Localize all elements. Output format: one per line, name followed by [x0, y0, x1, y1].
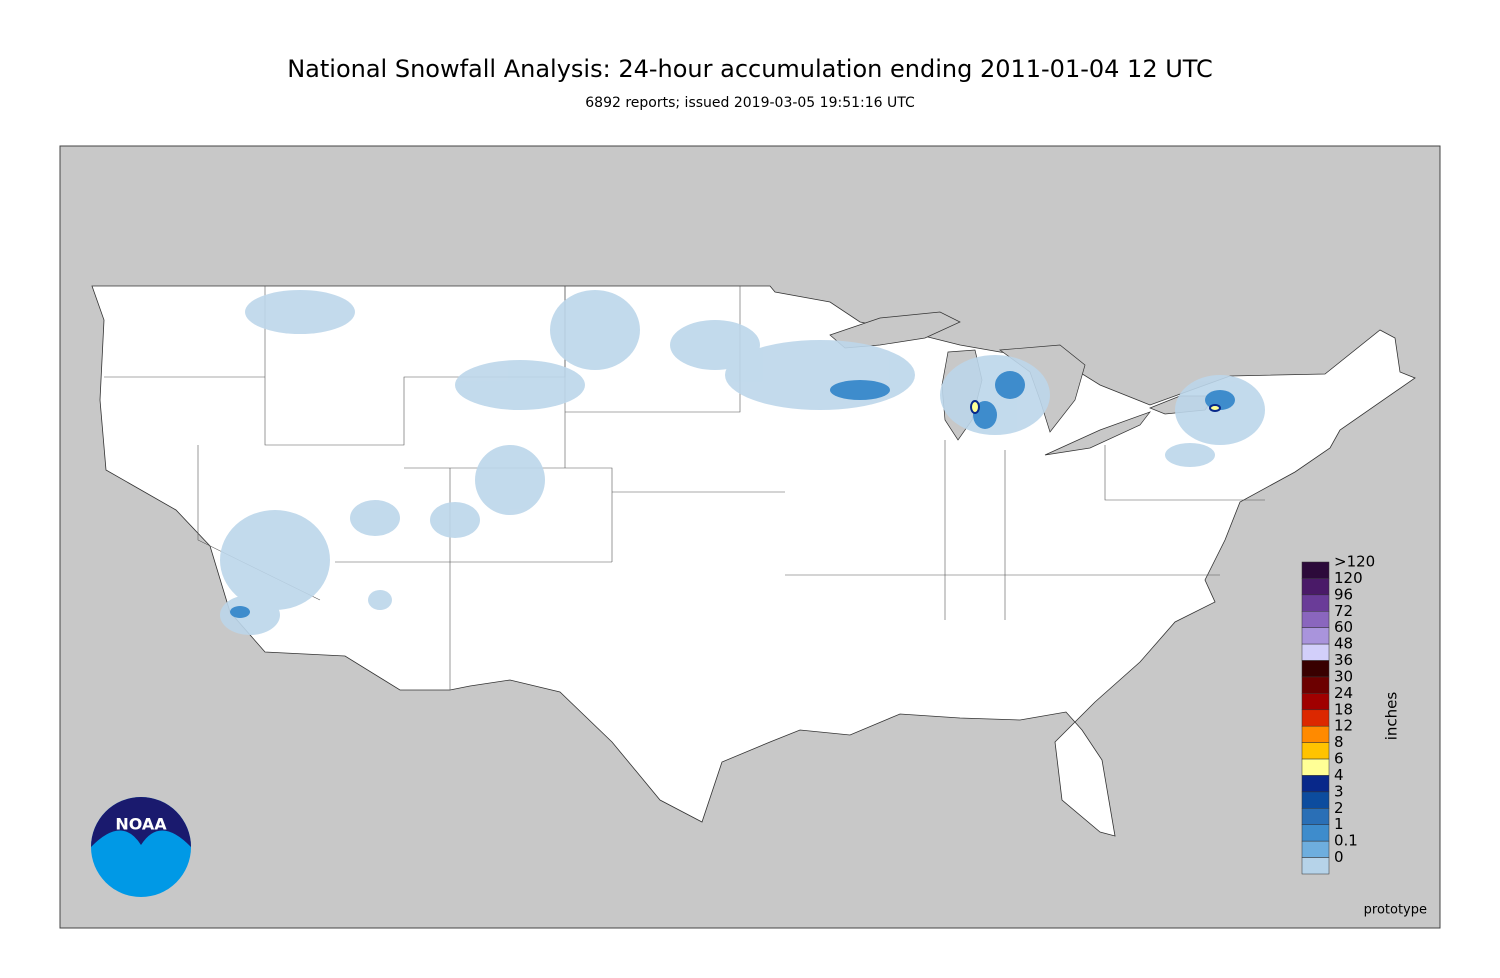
legend-swatch [1301, 824, 1330, 842]
noaa-logo: NOAA [91, 797, 191, 897]
legend-label: 30 [1334, 667, 1353, 685]
legend-swatch [1301, 742, 1330, 760]
snow-max [970, 400, 1221, 414]
legend-swatch [1301, 594, 1330, 612]
legend-label: 48 [1334, 635, 1353, 653]
snow-heavy [230, 371, 1235, 618]
legend-swatch [1301, 857, 1330, 875]
legend-label: 18 [1334, 700, 1353, 718]
legend-unit: inches [1383, 692, 1401, 741]
legend-swatch [1301, 676, 1330, 694]
conus [91, 285, 1416, 837]
legend-label: 4 [1334, 766, 1344, 784]
legend-swatch [1301, 758, 1330, 776]
legend-label: 6 [1334, 750, 1344, 768]
snow-areas [220, 290, 1265, 635]
legend-label: 0.1 [1334, 832, 1358, 850]
map [59, 145, 1441, 929]
legend-label: 1 [1334, 815, 1344, 833]
legend-swatch [1301, 578, 1330, 596]
legend-label: 60 [1334, 618, 1353, 636]
legend-label: 36 [1334, 651, 1353, 669]
legend-label: 72 [1334, 602, 1353, 620]
note: prototype [1364, 903, 1427, 918]
legend-label: 120 [1334, 569, 1363, 587]
legend-swatch [1301, 840, 1330, 858]
legend-label: 96 [1334, 585, 1353, 603]
legend-swatch [1301, 643, 1330, 661]
legend-swatch [1301, 660, 1330, 678]
legend-swatch [1301, 693, 1330, 711]
legend-swatch [1301, 725, 1330, 743]
legend-swatch [1301, 775, 1330, 793]
state-lines [104, 286, 1265, 690]
legend-swatch [1301, 561, 1330, 579]
legend-swatch [1301, 627, 1330, 645]
legend-swatch [1301, 611, 1330, 628]
legend-label: 24 [1334, 684, 1353, 702]
title: National Snowfall Analysis: 24-hour accu… [287, 55, 1213, 83]
legend-swatch [1301, 709, 1330, 727]
legend-label: 12 [1334, 717, 1353, 735]
legend-swatch [1301, 791, 1330, 809]
legend-label: >120 [1334, 553, 1375, 571]
subtitle: 6892 reports; issued 2019-03-05 19:51:16… [585, 95, 915, 111]
legend-label: 3 [1334, 782, 1344, 800]
legend-label: 2 [1334, 799, 1344, 817]
logo-text: NOAA [115, 815, 167, 834]
legend-swatch [1301, 808, 1330, 825]
legend-label: 8 [1334, 733, 1344, 751]
legend-label: 0 [1334, 848, 1344, 866]
